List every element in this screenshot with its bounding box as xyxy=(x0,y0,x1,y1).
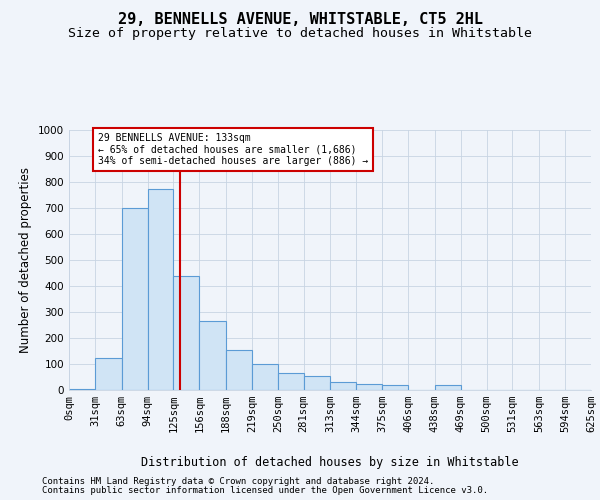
Bar xyxy=(148,188,173,390)
Bar xyxy=(173,276,199,390)
Bar xyxy=(69,388,95,390)
Bar xyxy=(122,208,148,390)
Bar xyxy=(199,321,226,390)
Text: Contains public sector information licensed under the Open Government Licence v3: Contains public sector information licen… xyxy=(42,486,488,495)
Bar xyxy=(435,385,461,390)
Bar xyxy=(382,385,408,390)
Text: 29 BENNELLS AVENUE: 133sqm
← 65% of detached houses are smaller (1,686)
34% of s: 29 BENNELLS AVENUE: 133sqm ← 65% of deta… xyxy=(98,132,368,166)
Bar xyxy=(278,373,304,390)
Text: Distribution of detached houses by size in Whitstable: Distribution of detached houses by size … xyxy=(141,456,519,469)
Y-axis label: Number of detached properties: Number of detached properties xyxy=(19,167,32,353)
Text: Contains HM Land Registry data © Crown copyright and database right 2024.: Contains HM Land Registry data © Crown c… xyxy=(42,477,434,486)
Bar xyxy=(356,384,382,390)
Bar xyxy=(252,364,278,390)
Text: 29, BENNELLS AVENUE, WHITSTABLE, CT5 2HL: 29, BENNELLS AVENUE, WHITSTABLE, CT5 2HL xyxy=(118,12,482,28)
Text: Size of property relative to detached houses in Whitstable: Size of property relative to detached ho… xyxy=(68,28,532,40)
Bar xyxy=(331,382,356,390)
Bar xyxy=(226,350,252,390)
Bar xyxy=(304,376,331,390)
Bar xyxy=(95,358,122,390)
